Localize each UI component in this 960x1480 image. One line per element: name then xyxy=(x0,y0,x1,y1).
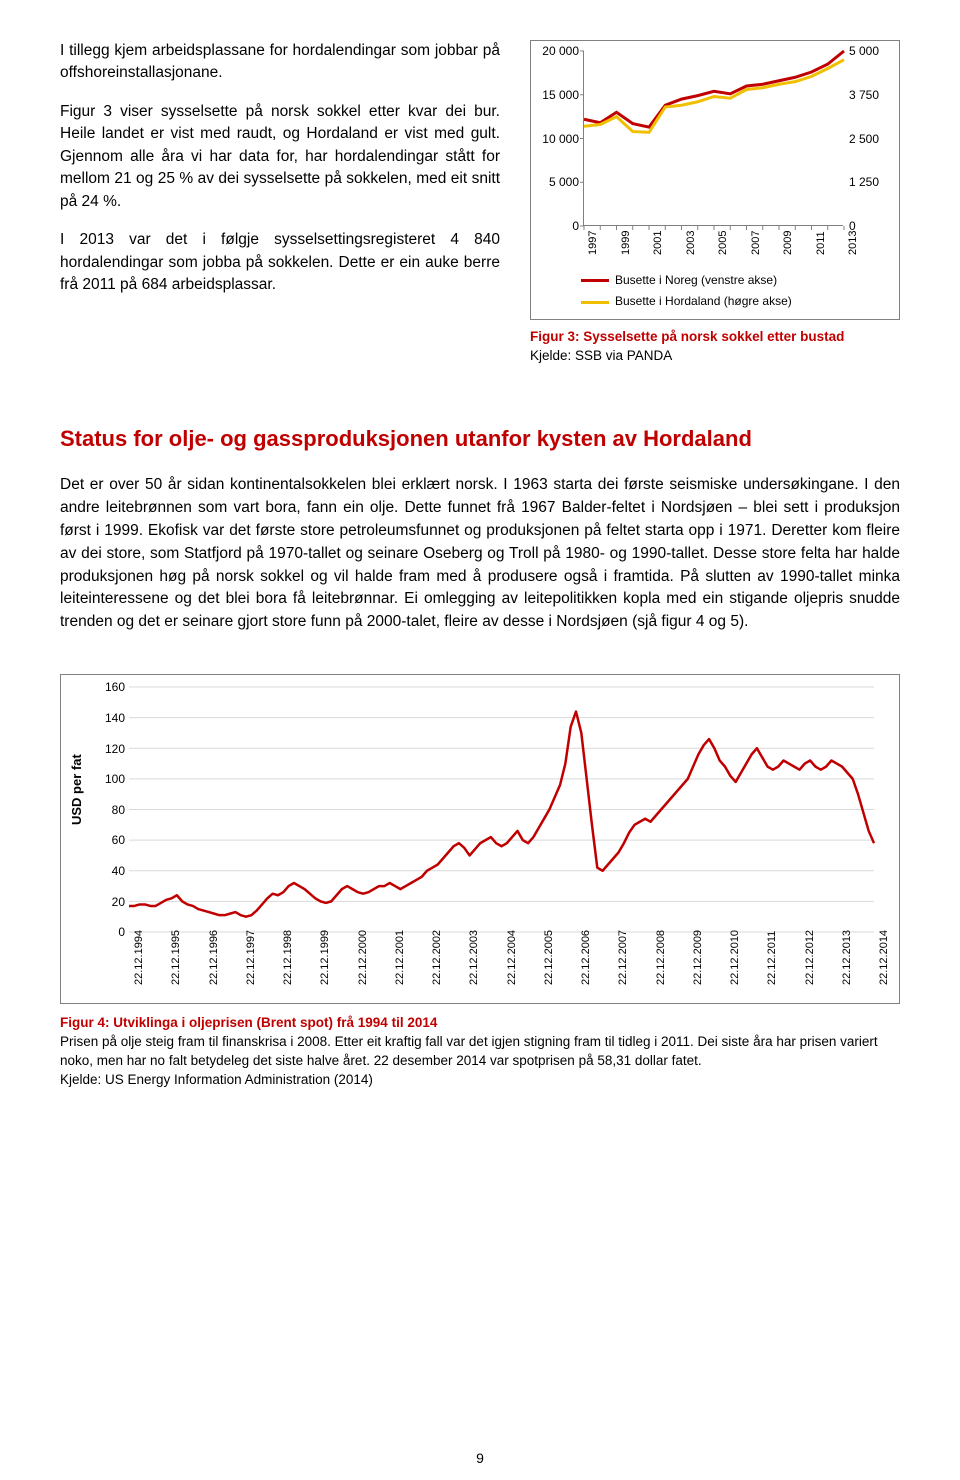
figure-3-source: Kjelde: SSB via PANDA xyxy=(530,348,672,363)
page-number: 9 xyxy=(0,1450,960,1466)
chart3-ytick-left: 5 000 xyxy=(535,175,579,189)
chart3-xtick: 2005 xyxy=(717,231,729,255)
figure-4-source: Kjelde: US Energy Information Administra… xyxy=(60,1072,373,1087)
legend-label: Busette i Hordaland (høgre akse) xyxy=(615,294,792,308)
chart3-series-line xyxy=(584,51,844,127)
chart3-ytick-right: 3 750 xyxy=(849,88,893,102)
chart4-xtick: 22.12.2004 xyxy=(506,930,518,985)
figure-3-caption: Figur 3: Sysselsette på norsk sokkel ett… xyxy=(530,328,900,366)
chart3-xtick: 2009 xyxy=(782,231,794,255)
chart3-xtick: 2003 xyxy=(685,231,697,255)
chart4-xtick: 22.12.2014 xyxy=(878,930,890,985)
chart4-xtick: 22.12.1995 xyxy=(170,930,182,985)
chart3-ytick-left: 10 000 xyxy=(535,132,579,146)
chart4-xtick: 22.12.2011 xyxy=(766,931,778,985)
chart4-xtick: 22.12.2009 xyxy=(692,930,704,985)
chart-4-ylabel: USD per fat xyxy=(69,755,84,826)
chart-4-plot xyxy=(129,687,874,932)
chart3-ytick-left: 0 xyxy=(535,219,579,233)
chart4-ytick: 20 xyxy=(97,895,125,909)
para-2: Figur 3 viser sysselsette på norsk sokke… xyxy=(60,101,500,213)
chart3-ytick-left: 15 000 xyxy=(535,88,579,102)
chart4-xtick: 22.12.2001 xyxy=(394,930,406,985)
chart4-xtick: 22.12.2010 xyxy=(729,930,741,985)
intro-text: I tillegg kjem arbeidsplassane for horda… xyxy=(60,40,500,366)
chart-3-plot xyxy=(583,51,843,226)
body-paragraph: Det er over 50 år sidan kontinentalsokke… xyxy=(60,474,900,635)
chart4-xtick: 22.12.2005 xyxy=(543,930,555,985)
legend-swatch xyxy=(581,279,609,282)
legend-swatch xyxy=(581,301,609,304)
chart3-ytick-left: 20 000 xyxy=(535,44,579,58)
para-1: I tillegg kjem arbeidsplassane for horda… xyxy=(60,40,500,85)
chart3-xtick: 2007 xyxy=(750,231,762,255)
figure-4-title: Figur 4: Utviklinga i oljeprisen (Brent … xyxy=(60,1015,437,1030)
legend-label: Busette i Noreg (venstre akse) xyxy=(615,273,777,287)
chart4-ytick: 80 xyxy=(97,803,125,817)
chart4-ytick: 140 xyxy=(97,711,125,725)
figure-4-note: Prisen på olje steig fram til finanskris… xyxy=(60,1034,878,1068)
figure-4-caption: Figur 4: Utviklinga i oljeprisen (Brent … xyxy=(60,1014,900,1090)
chart3-xtick: 2011 xyxy=(815,231,827,255)
chart4-xtick: 22.12.2012 xyxy=(804,930,816,985)
figure-3: Busette i Noreg (venstre akse) Busette i … xyxy=(530,40,900,366)
chart3-ytick-right: 1 250 xyxy=(849,175,893,189)
chart4-series-line xyxy=(129,712,874,917)
chart4-xtick: 22.12.1994 xyxy=(133,930,145,985)
chart3-ytick-right: 2 500 xyxy=(849,132,893,146)
chart-3-legend: Busette i Noreg (venstre akse) Busette i … xyxy=(581,270,792,313)
chart4-xtick: 22.12.2003 xyxy=(468,930,480,985)
chart-3-box: Busette i Noreg (venstre akse) Busette i … xyxy=(530,40,900,320)
chart4-ytick: 60 xyxy=(97,833,125,847)
chart3-xtick: 1999 xyxy=(620,231,632,255)
chart4-xtick: 22.12.2007 xyxy=(617,930,629,985)
chart3-ytick-right: 5 000 xyxy=(849,44,893,58)
chart3-series-line xyxy=(584,60,844,133)
chart4-xtick: 22.12.2013 xyxy=(841,930,853,985)
chart4-xtick: 22.12.1997 xyxy=(245,930,257,985)
section-heading: Status for olje- og gassproduksjonen uta… xyxy=(60,426,900,452)
chart3-xtick: 2001 xyxy=(652,231,664,255)
chart4-ytick: 160 xyxy=(97,680,125,694)
chart4-ytick: 40 xyxy=(97,864,125,878)
chart4-xtick: 22.12.2000 xyxy=(357,930,369,985)
chart4-ytick: 0 xyxy=(97,925,125,939)
figure-3-title: Figur 3: Sysselsette på norsk sokkel ett… xyxy=(530,329,844,344)
chart4-ytick: 100 xyxy=(97,772,125,786)
chart4-xtick: 22.12.2002 xyxy=(431,930,443,985)
chart4-xtick: 22.12.1999 xyxy=(319,930,331,985)
chart3-xtick: 1997 xyxy=(587,231,599,255)
chart4-xtick: 22.12.2006 xyxy=(580,930,592,985)
chart-4-box: USD per fat 160 140 120 100 80 60 40 20 0 22.12.1… xyxy=(60,674,900,1004)
chart4-ytick: 120 xyxy=(97,742,125,756)
chart4-xtick: 22.12.1996 xyxy=(208,930,220,985)
chart4-xtick: 22.12.1998 xyxy=(282,930,294,985)
para-3: I 2013 var det i følgje sysselsettingsre… xyxy=(60,229,500,296)
chart4-xtick: 22.12.2008 xyxy=(655,930,667,985)
legend-item: Busette i Noreg (venstre akse) xyxy=(581,270,792,292)
chart3-xtick: 2013 xyxy=(847,231,859,255)
legend-item: Busette i Hordaland (høgre akse) xyxy=(581,291,792,313)
